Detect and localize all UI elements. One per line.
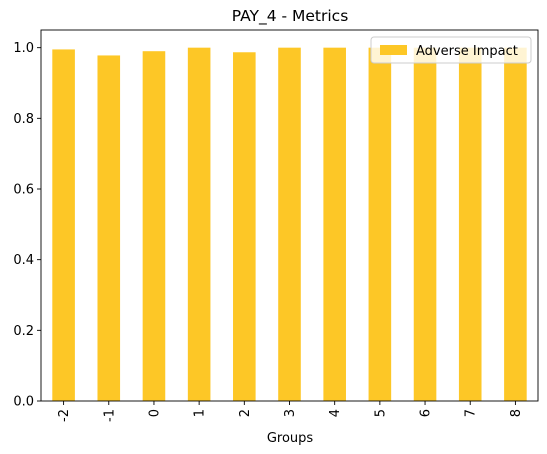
- x-tick-label: 5: [373, 409, 388, 417]
- bar-6: [413, 47, 437, 402]
- bar--2: [52, 49, 75, 402]
- bars-group: [52, 47, 527, 402]
- bar-1: [187, 47, 211, 402]
- legend-label: Adverse Impact: [416, 44, 518, 59]
- x-tick-label: 8: [509, 409, 524, 417]
- x-tick-label: -2: [57, 409, 72, 422]
- bar--1: [97, 55, 121, 401]
- y-tick-label: 0.0: [13, 395, 34, 410]
- y-ticks-group: 0.0 0.2 0.4 0.6 0.8 1.0: [13, 41, 41, 410]
- legend-box: [370, 36, 532, 64]
- x-tick-label: -1: [102, 409, 117, 422]
- x-tick-label: 4: [328, 409, 343, 417]
- x-tick-label: 2: [238, 409, 253, 417]
- y-tick-label: 0.4: [13, 253, 34, 268]
- chart-title: PAY_4 - Metrics: [232, 7, 349, 26]
- bar-3: [278, 47, 301, 402]
- bar-0: [142, 51, 166, 401]
- y-tick-label: 0.2: [13, 324, 34, 339]
- y-tick-label: 0.6: [13, 183, 34, 198]
- legend-swatch: [380, 45, 407, 55]
- x-tick-label: 1: [193, 409, 208, 417]
- x-tick-label: 7: [464, 409, 479, 417]
- bar-4: [323, 47, 346, 402]
- x-tick-label: 3: [283, 409, 298, 417]
- y-tick-label: 1.0: [13, 41, 34, 56]
- bar-7: [458, 47, 482, 402]
- x-tick-label: 6: [419, 409, 434, 417]
- bar-8: [504, 47, 527, 402]
- legend: Adverse Impact: [370, 36, 532, 64]
- y-tick-label: 0.8: [13, 112, 34, 127]
- bar-5: [368, 47, 392, 402]
- x-ticks-group: -2 -1 0 1 2 3 4 5 6 7 8: [57, 401, 524, 422]
- x-tick-label: 0: [147, 409, 162, 417]
- x-axis-label: Groups: [267, 431, 314, 446]
- bar-2: [233, 52, 256, 401]
